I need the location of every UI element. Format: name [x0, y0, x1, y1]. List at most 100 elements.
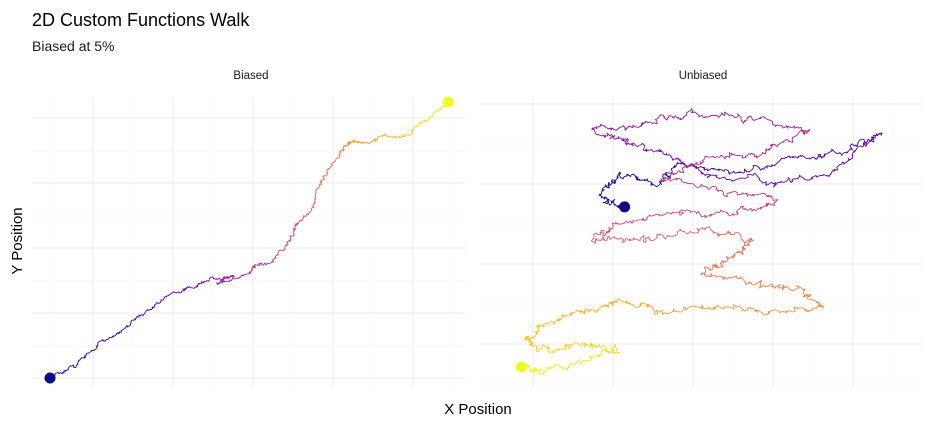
walk-segment: [720, 111, 733, 117]
walk-end-point-unbiased: [515, 361, 527, 373]
walk-segment: [595, 123, 613, 131]
walk-segment: [524, 338, 532, 343]
walk-segment: [813, 303, 824, 309]
walk-segment: [783, 133, 799, 143]
walk-segment: [681, 227, 699, 235]
walk-segment: [99, 336, 111, 342]
walk-segment: [258, 262, 264, 266]
walk-segment: [736, 205, 751, 214]
walk-segment: [602, 229, 611, 237]
walk-segment: [701, 306, 712, 311]
walk-segment: [373, 136, 379, 142]
walk-segment: [765, 181, 781, 188]
walk-segment: [151, 302, 159, 309]
walk-segment: [142, 308, 153, 316]
walk-segment: [660, 176, 671, 183]
walk-segment: [683, 164, 699, 170]
walk-path-biased: [48, 100, 449, 380]
chart-subtitle: Biased at 5%: [32, 38, 115, 54]
walk-segment: [832, 150, 848, 156]
walk-segment: [312, 200, 316, 208]
walk-segment: [307, 206, 315, 215]
walk-segment: [719, 256, 729, 266]
walk-segment: [252, 265, 256, 268]
walk-segment: [742, 306, 756, 312]
walk-segment: [535, 324, 540, 334]
walk-segment: [748, 279, 763, 286]
walk-segment: [738, 168, 753, 174]
walk-segment: [594, 343, 604, 349]
walk-segment: [549, 363, 564, 369]
walk-segment: [679, 165, 690, 174]
walk-segment: [718, 275, 738, 280]
walk-segment: [737, 248, 745, 256]
walk-segment: [110, 332, 119, 339]
walk-segment: [591, 126, 602, 137]
walk-segment: [226, 277, 237, 283]
walk-segment: [58, 370, 67, 375]
walk-segment: [665, 228, 682, 238]
walk-segment: [820, 148, 833, 159]
walk-segment: [616, 298, 633, 306]
walk-segment: [529, 368, 536, 374]
walk-path-unbiased: [518, 107, 883, 376]
walk-segment: [319, 177, 325, 185]
walk-segment: [589, 342, 596, 349]
walk-segment: [775, 124, 792, 129]
walk-segment: [314, 191, 317, 202]
panel-grid-biased: [32, 98, 466, 388]
walk-segment: [286, 239, 292, 244]
walk-segment: [326, 161, 334, 172]
walk-segment: [245, 271, 252, 275]
walk-segment: [601, 133, 609, 138]
walk-start-point-biased: [44, 372, 56, 384]
walk-segment: [172, 291, 182, 294]
walk-segment: [563, 343, 570, 350]
walk-segment: [532, 344, 544, 353]
walk-segment: [871, 132, 883, 140]
walk-segment: [830, 164, 841, 175]
walk-segment: [627, 142, 646, 148]
walk-segment: [697, 225, 715, 234]
walk-segment: [656, 233, 667, 240]
walk-segment: [163, 292, 173, 299]
walk-segment: [726, 304, 743, 312]
facet-strip-label-biased: Biased: [233, 70, 268, 82]
walk-segment: [348, 140, 353, 145]
walk-segment: [272, 253, 279, 262]
chart-title: 2D Custom Functions Walk: [32, 10, 250, 30]
walk-segment: [217, 280, 227, 285]
walk-segment: [723, 169, 741, 175]
walk-segment: [292, 223, 296, 233]
y-axis-title: Y Position: [9, 207, 26, 274]
walk-segment: [417, 121, 423, 127]
walk-segment: [569, 309, 582, 316]
walk-segment: [604, 181, 614, 189]
walk-segment: [183, 286, 193, 290]
walk-segment: [754, 310, 771, 316]
walk-segment: [593, 229, 605, 237]
walk-segment: [568, 342, 582, 350]
walk-segment: [810, 174, 832, 179]
walk-segment: [863, 138, 875, 147]
walk-segment: [551, 347, 566, 354]
walk-segment: [196, 281, 203, 287]
walk-segment: [764, 157, 782, 169]
walk-segment: [403, 133, 410, 138]
walk-segment: [644, 213, 663, 222]
walk-segment: [769, 140, 784, 147]
walk-segment: [615, 171, 622, 181]
walk-segment: [599, 348, 614, 356]
walk-segment: [613, 220, 632, 225]
walk-segment: [714, 263, 724, 269]
facet-panel-biased: Biased: [32, 70, 466, 388]
walk-segment: [136, 314, 144, 318]
walk-segment: [729, 190, 745, 196]
walk-segment: [618, 172, 632, 180]
walk-segment: [655, 309, 675, 316]
walk-segment: [611, 179, 617, 184]
walk-segment: [709, 154, 729, 160]
walk-segment: [587, 308, 600, 313]
walk-segment: [650, 180, 663, 188]
walk-segment: [637, 178, 653, 185]
